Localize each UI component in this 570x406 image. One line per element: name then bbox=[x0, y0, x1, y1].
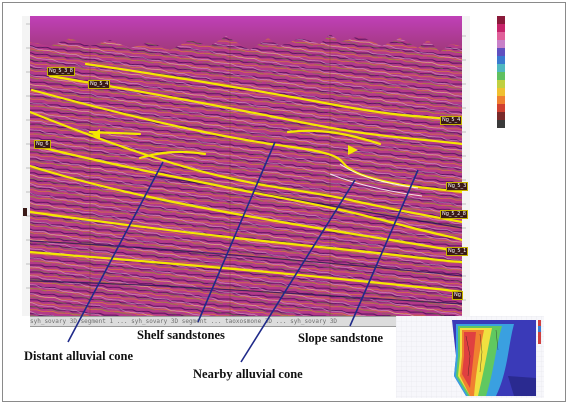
label-distant-alluvial-cone: Distant alluvial cone bbox=[24, 349, 134, 363]
horizon-tag: Ng_5_1 bbox=[446, 247, 469, 256]
inset-map bbox=[396, 316, 544, 398]
seismic-section bbox=[30, 16, 462, 316]
horizon-tag: Ng bbox=[452, 291, 463, 300]
horizon-tag: Ng_5_2_8 bbox=[440, 210, 468, 219]
pointer-distant-alluvial-cone bbox=[67, 161, 164, 343]
label-shelf-sandstones: Shelf sandstones bbox=[137, 328, 225, 342]
figure-frame bbox=[2, 2, 566, 402]
label-nearby-alluvial-cone: Nearby alluvial cone bbox=[193, 367, 303, 381]
horizon-tag: Ng_5_4 bbox=[88, 80, 111, 89]
horizon-tag: Ng_6 bbox=[34, 140, 51, 149]
horizon-tag: Ng_5_4 bbox=[440, 116, 463, 125]
pointer-slope-sandstone bbox=[349, 169, 419, 327]
horizon-tag: Ng_5_3_8 bbox=[47, 67, 75, 76]
horizon-tag: Ng_5_3 bbox=[446, 182, 469, 191]
color-scale-bar bbox=[497, 16, 505, 131]
pointer-shelf-sandstones bbox=[197, 141, 276, 323]
pointer-nearby-alluvial-cone bbox=[240, 179, 356, 363]
trace-header-strip: syh_sovary 3D segment 1 ... syh_sovary 3… bbox=[30, 316, 462, 327]
left-depth-axis bbox=[22, 16, 30, 316]
label-slope-sandstone: Slope sandstone bbox=[298, 331, 384, 345]
